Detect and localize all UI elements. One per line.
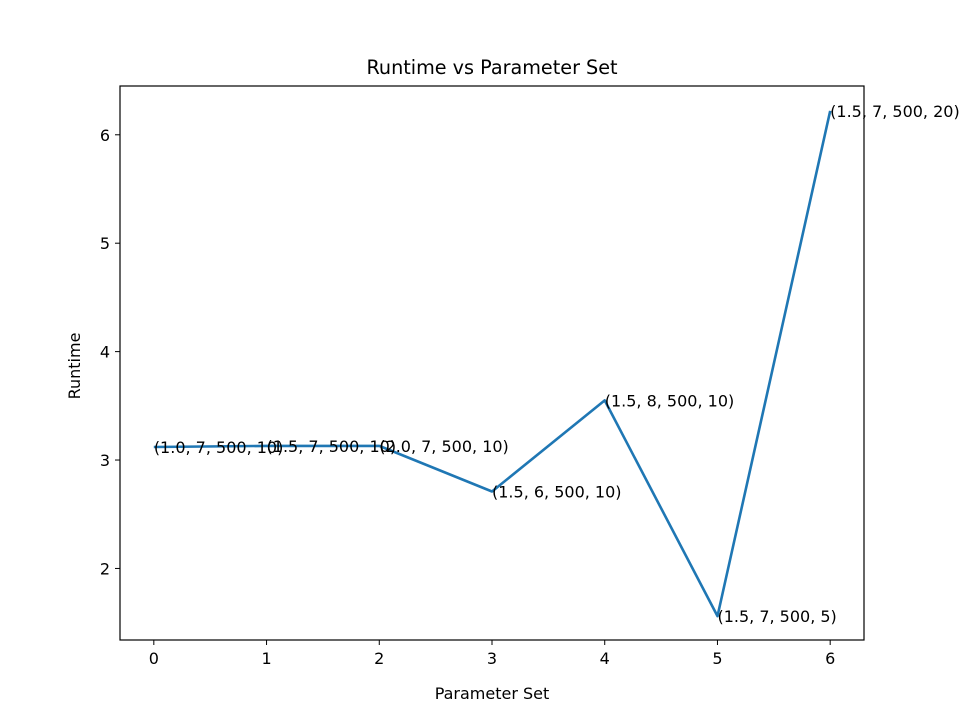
x-tick-label: 1 [261,649,271,668]
point-label: (1.5, 6, 500, 10) [492,482,622,501]
y-tick-label: 5 [100,234,110,253]
point-label: (1.0, 7, 500, 10) [154,438,284,457]
chart-title: Runtime vs Parameter Set [366,56,618,79]
axes-frame [119,85,865,641]
point-label: (1.5, 7, 500, 20) [830,102,960,121]
x-tick-label: 5 [712,649,722,668]
x-tick-label: 3 [487,649,497,668]
y-tick-label: 6 [100,126,110,145]
point-label: (1.5, 7, 500, 5) [717,607,836,626]
x-axis-ticks: 0 1 2 3 4 5 6 [149,640,835,668]
y-tick-label: 3 [100,451,110,470]
x-tick-label: 4 [600,649,610,668]
y-axis-ticks: 2 3 4 5 6 [100,126,120,578]
y-tick-label: 4 [100,343,110,362]
series-line [153,110,832,618]
x-tick-label: 2 [374,649,384,668]
plot-area [153,110,832,618]
x-tick-label: 6 [825,649,835,668]
point-labels: (1.0, 7, 500, 10)(1.5, 7, 500, 10)(2.0, … [154,102,960,626]
y-tick-label: 2 [100,559,110,578]
x-axis-label: Parameter Set [435,684,550,703]
point-label: (2.0, 7, 500, 10) [379,437,509,456]
x-tick-label: 0 [149,649,159,668]
y-axis-label: Runtime [65,333,84,400]
point-label: (1.5, 8, 500, 10) [605,391,735,410]
point-label: (1.5, 7, 500, 10) [267,437,397,456]
